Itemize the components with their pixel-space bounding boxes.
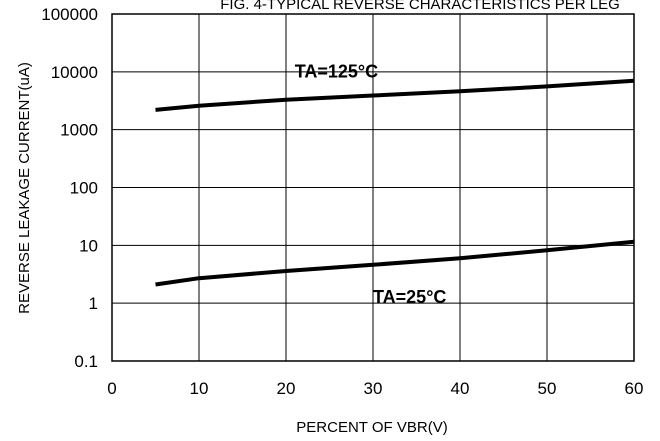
series-line-0 <box>155 78 635 112</box>
y-tick-label-3: 100 <box>70 179 98 198</box>
y-tick-labels: 0.1 1 10 100 1000 10000 100000 <box>41 5 98 371</box>
chart-title: FIG. 4-TYPICAL REVERSE CHARACTERISTICS P… <box>220 0 620 13</box>
x-tick-label-6: 60 <box>625 379 644 398</box>
y-tick-label-0: 0.1 <box>74 352 98 371</box>
x-tick-label-3: 30 <box>364 379 383 398</box>
x-axis-label: PERCENT OF VBR(V) <box>296 419 447 436</box>
x-tick-labels: 0 10 20 30 40 50 60 <box>107 379 643 398</box>
x-tick-label-1: 10 <box>190 379 209 398</box>
plot-frame <box>111 13 635 362</box>
annotation-layer: TA=125°C TA=25°C <box>295 61 447 307</box>
x-tick-label-0: 0 <box>107 379 116 398</box>
series-layer <box>155 78 635 287</box>
annotation-1: TA=25°C <box>373 287 446 307</box>
y-axis-label: REVERSE LEAKAGE CURRENT(uA) <box>16 62 33 314</box>
x-tick-label-4: 40 <box>451 379 470 398</box>
y-tick-label-2: 10 <box>79 236 98 255</box>
y-tick-label-6: 100000 <box>41 5 98 24</box>
annotation-0: TA=125°C <box>295 61 378 81</box>
x-tick-label-2: 20 <box>277 379 296 398</box>
y-tick-label-4: 1000 <box>60 121 98 140</box>
y-tick-label-5: 10000 <box>51 63 98 82</box>
x-tick-label-5: 50 <box>538 379 557 398</box>
y-tick-label-1: 1 <box>89 294 98 313</box>
series-line-1 <box>155 239 635 287</box>
